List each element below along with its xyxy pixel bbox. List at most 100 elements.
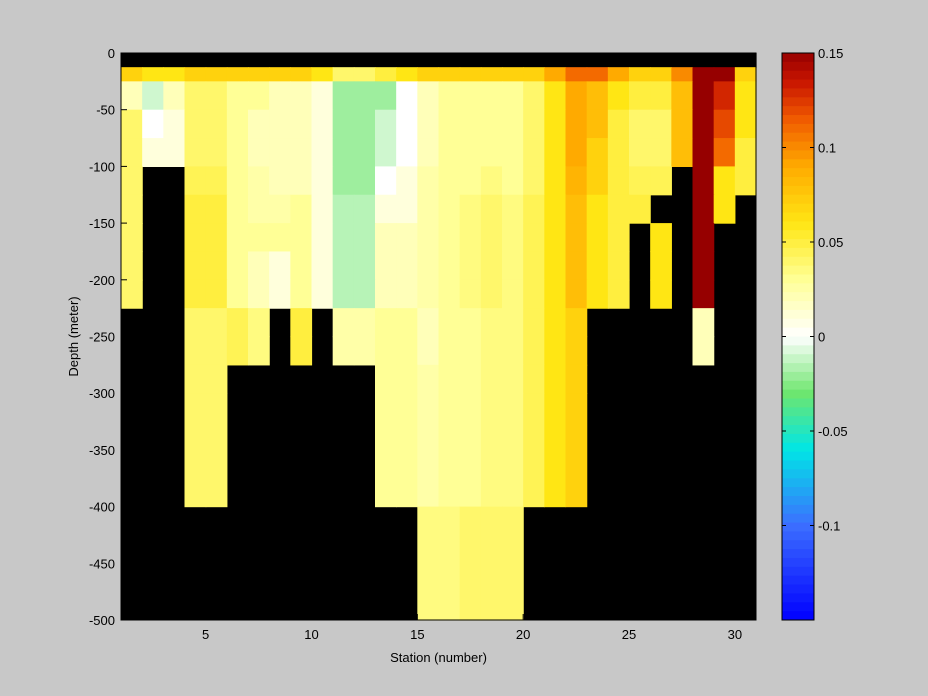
heatmap-cell bbox=[586, 166, 609, 196]
heatmap-cell bbox=[480, 336, 503, 366]
heatmap-cell bbox=[502, 279, 524, 309]
heatmap-cell bbox=[353, 223, 376, 253]
heatmap-cell bbox=[629, 109, 651, 139]
heatmap-cell bbox=[565, 109, 588, 139]
colorbar-swatch bbox=[782, 230, 814, 240]
heatmap-cell bbox=[226, 166, 249, 196]
heatmap-cell bbox=[480, 393, 503, 508]
colorbar-swatch bbox=[782, 513, 814, 524]
heatmap-cell bbox=[734, 81, 757, 111]
heatmap-cell bbox=[502, 364, 524, 394]
heatmap-cell bbox=[248, 251, 270, 281]
y-tick-label: -400 bbox=[89, 500, 115, 515]
heatmap-cell bbox=[375, 308, 397, 338]
heatmap-cell bbox=[226, 223, 249, 253]
heatmap-cell bbox=[121, 109, 143, 139]
heatmap-cell bbox=[565, 194, 588, 224]
heatmap-cell bbox=[459, 81, 482, 111]
heatmap-cell bbox=[629, 67, 651, 82]
heatmap-cell bbox=[375, 336, 397, 366]
heatmap-cell bbox=[121, 251, 143, 281]
x-tick-label: 20 bbox=[516, 627, 530, 642]
heatmap-cell bbox=[417, 67, 440, 82]
heatmap-cell bbox=[184, 364, 207, 394]
heatmap-cell bbox=[226, 138, 249, 167]
heatmap-cell bbox=[607, 53, 630, 68]
heatmap-cell bbox=[565, 251, 588, 281]
heatmap-cell bbox=[523, 138, 545, 167]
heatmap-cell bbox=[121, 53, 143, 68]
heatmap-cell bbox=[523, 251, 545, 281]
heatmap-cell bbox=[311, 251, 334, 281]
heatmap-cell bbox=[523, 308, 545, 338]
heatmap-cell bbox=[459, 251, 482, 281]
heatmap-cell bbox=[248, 109, 270, 139]
heatmap-cell bbox=[502, 81, 524, 111]
heatmap-cell bbox=[396, 393, 418, 508]
heatmap-cell bbox=[671, 53, 694, 68]
heatmap-cell bbox=[121, 279, 143, 309]
heatmap-cell bbox=[523, 67, 545, 82]
colorbar-swatch bbox=[782, 389, 814, 400]
heatmap-cell bbox=[332, 336, 355, 366]
heatmap-cell bbox=[184, 81, 207, 111]
heatmap-cell bbox=[311, 223, 334, 253]
heatmap-cell bbox=[544, 109, 567, 139]
heatmap-cell bbox=[544, 67, 567, 82]
heatmap-cell bbox=[269, 67, 291, 82]
colorbar-swatch bbox=[782, 256, 814, 267]
heatmap-cell bbox=[523, 109, 545, 139]
heatmap-cell bbox=[607, 67, 630, 82]
colorbar-swatch bbox=[782, 247, 814, 258]
colorbar-swatch bbox=[782, 327, 814, 337]
colorbar-swatch bbox=[782, 380, 814, 391]
heatmap-cell bbox=[480, 506, 503, 621]
colorbar-swatch bbox=[782, 212, 814, 222]
heatmap-cell bbox=[480, 223, 503, 253]
heatmap-cell bbox=[607, 251, 630, 281]
heatmap-cell bbox=[332, 81, 355, 111]
heatmap-cell bbox=[375, 393, 397, 508]
heatmap-cell bbox=[142, 138, 164, 167]
heatmap-cell bbox=[417, 506, 440, 621]
heatmap-cell bbox=[459, 166, 482, 196]
heatmap-cell bbox=[417, 194, 440, 224]
heatmap-cell bbox=[629, 194, 651, 224]
heatmap-cell bbox=[459, 506, 482, 621]
heatmap-cell bbox=[205, 166, 228, 196]
colorbar-swatch bbox=[782, 460, 814, 470]
heatmap-cell bbox=[184, 223, 207, 253]
heatmap-cell bbox=[417, 166, 440, 196]
heatmap-cell bbox=[586, 223, 609, 253]
heatmap-cell bbox=[586, 138, 609, 167]
colorbar-swatch bbox=[782, 478, 814, 488]
heatmap-cell bbox=[565, 336, 588, 366]
y-tick-label: 0 bbox=[108, 46, 115, 61]
heatmap-cell bbox=[565, 53, 588, 68]
heatmap-cell bbox=[184, 194, 207, 224]
colorbar-tick-label: 0.15 bbox=[818, 46, 843, 61]
colorbar-swatch bbox=[782, 159, 814, 169]
heatmap-cell bbox=[438, 194, 461, 224]
heatmap-cell bbox=[269, 81, 291, 111]
heatmap-cell bbox=[734, 109, 757, 139]
y-tick-label: -300 bbox=[89, 386, 115, 401]
heatmap-cell bbox=[565, 81, 588, 111]
heatmap-cell bbox=[205, 251, 228, 281]
heatmap-cell bbox=[417, 81, 440, 111]
colorbar-swatch bbox=[782, 283, 814, 293]
heatmap-cell bbox=[692, 166, 715, 196]
heatmap-cell bbox=[290, 53, 313, 68]
heatmap-cell bbox=[205, 364, 228, 394]
heatmap-cell bbox=[480, 166, 503, 196]
colorbar-swatch bbox=[782, 354, 814, 364]
heatmap-cell bbox=[375, 81, 397, 111]
heatmap-cell bbox=[311, 109, 334, 139]
heatmap-cell bbox=[502, 506, 524, 621]
heatmap-cell bbox=[332, 223, 355, 253]
heatmap-cell bbox=[523, 53, 545, 68]
heatmap-cell bbox=[311, 279, 334, 309]
heatmap-cell bbox=[375, 109, 397, 139]
y-tick-label: -350 bbox=[89, 443, 115, 458]
heatmap-cell bbox=[607, 166, 630, 196]
